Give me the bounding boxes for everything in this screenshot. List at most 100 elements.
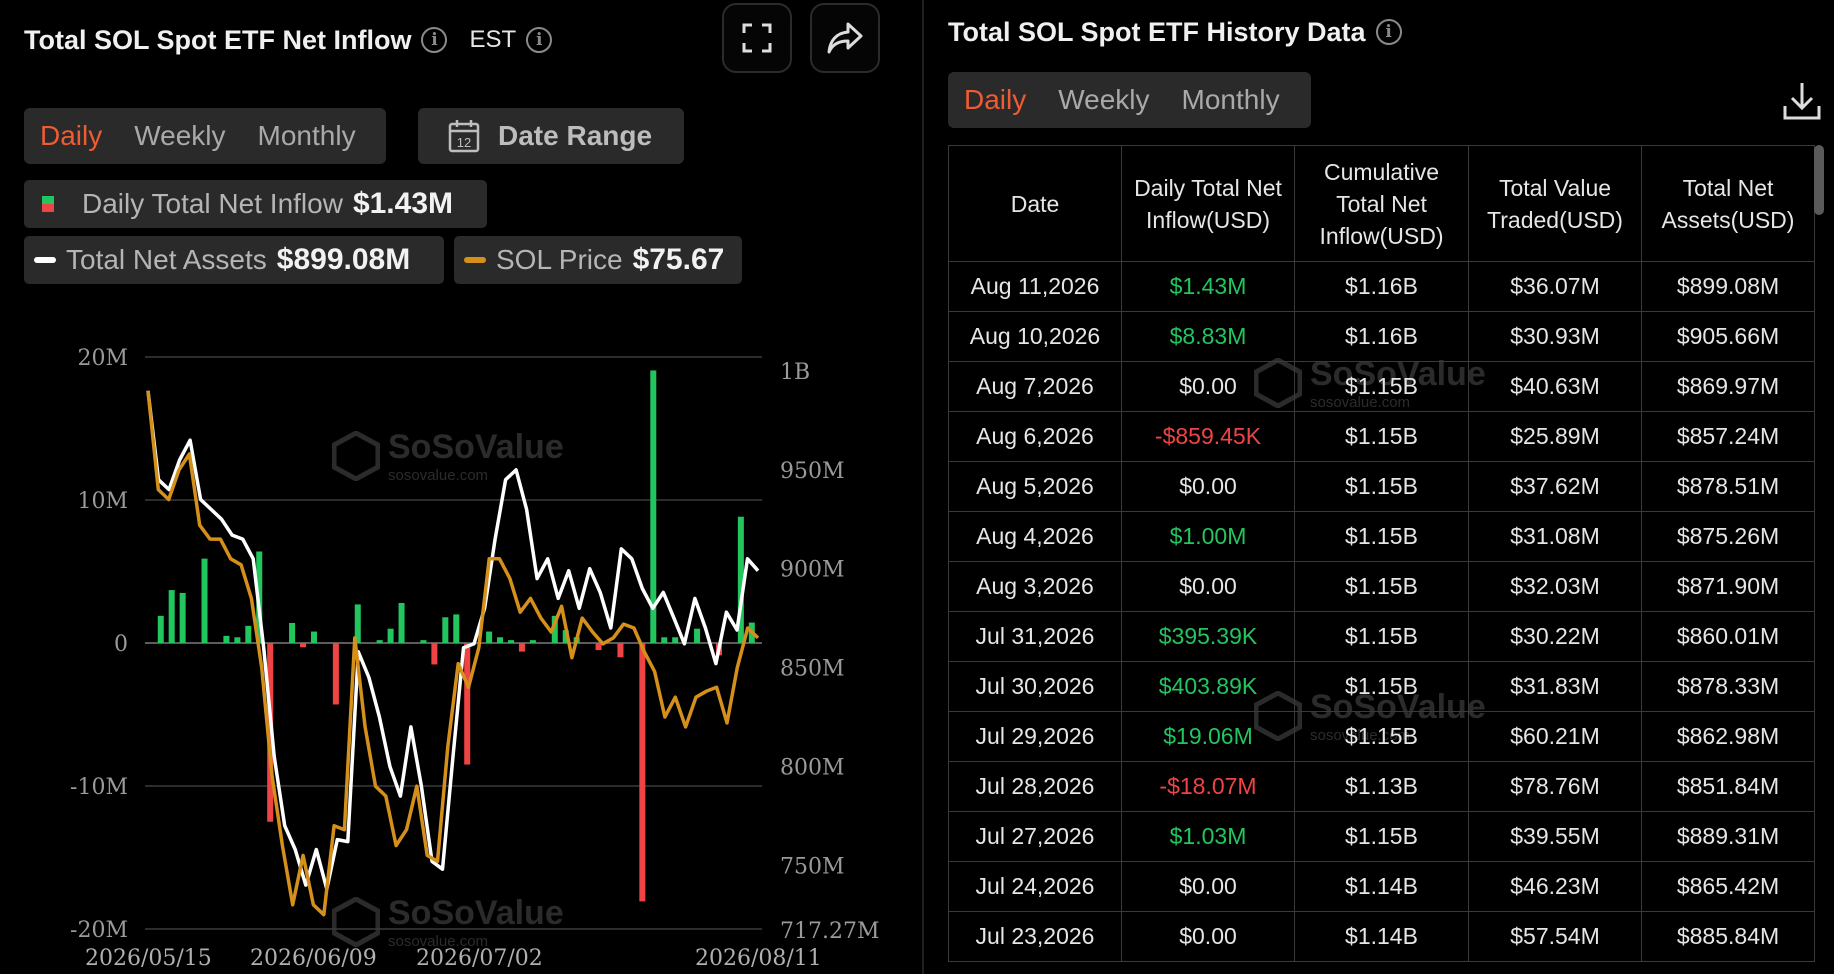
inflow-bar	[420, 640, 427, 643]
cell-daily-inflow: -$18.07M	[1121, 761, 1295, 812]
table-row[interactable]: Aug 3,2026 $0.00 $1.15B $32.03M $871.90M	[948, 561, 1815, 612]
cell-date: Aug 3,2026	[948, 561, 1122, 612]
history-title-row: Total SOL Spot ETF History Data i	[948, 10, 1402, 54]
share-button[interactable]	[810, 3, 880, 73]
inflow-bars	[157, 370, 755, 902]
cell-date: Jul 27,2026	[948, 811, 1122, 862]
inflow-bar	[672, 637, 679, 643]
legend-sol-price[interactable]: SOL Price $75.67	[454, 236, 742, 284]
cell-date: Jul 24,2026	[948, 861, 1122, 912]
cell-daily-inflow: $0.00	[1121, 561, 1295, 612]
legend-inflow-value: $1.43M	[352, 187, 454, 220]
cell-date: Aug 7,2026	[948, 361, 1122, 412]
cell-date: Aug 6,2026	[948, 411, 1122, 462]
cell-date: Jul 28,2026	[948, 761, 1122, 812]
tab-weekly[interactable]: Weekly	[134, 120, 226, 151]
cell-value-traded: $30.93M	[1468, 311, 1642, 362]
table-row[interactable]: Jul 24,2026 $0.00 $1.14B $46.23M $865.42M	[948, 861, 1815, 912]
inflow-bar	[442, 617, 449, 643]
cell-net-assets: $869.97M	[1641, 361, 1815, 412]
table-header-row: Date Daily Total Net Inflow(USD) Cumulat…	[948, 145, 1815, 262]
inflow-bar	[694, 628, 701, 643]
cell-cumulative-inflow: $1.14B	[1294, 861, 1469, 912]
cell-net-assets: $860.01M	[1641, 611, 1815, 662]
tab-daily[interactable]: Daily	[40, 120, 103, 151]
cell-value-traded: $31.83M	[1468, 661, 1642, 712]
cell-date: Jul 30,2026	[948, 661, 1122, 712]
price-legend-swatch	[464, 257, 486, 263]
net-inflow-chart[interactable]: 20M 10M 0 -10M -20M 1B 950M 900M 850M 800M 750M 717…	[0, 330, 922, 974]
table-row[interactable]: Jul 23,2026 $0.00 $1.14B $57.54M $885.84M	[948, 911, 1815, 962]
inflow-bar	[453, 614, 460, 643]
table-row[interactable]: Jul 31,2026 $395.39K $1.15B $30.22M $860.01M	[948, 611, 1815, 662]
fullscreen-icon	[742, 23, 772, 53]
cell-cumulative-inflow: $1.15B	[1294, 611, 1469, 662]
inflow-bar	[332, 643, 339, 705]
x-axis-tick-label: 2026/05/15	[85, 946, 212, 971]
table-row[interactable]: Aug 7,2026 $0.00 $1.15B $40.63M $869.97M	[948, 361, 1815, 412]
left-axis-tick-label: -10M	[70, 775, 128, 800]
table-scrollbar[interactable]	[1814, 145, 1824, 215]
inflow-bar	[464, 643, 471, 765]
right-axis-tick-label: 800M	[780, 755, 845, 780]
right-axis-tick-label: 900M	[780, 558, 845, 583]
cell-cumulative-inflow: $1.13B	[1294, 761, 1469, 812]
tab-daily[interactable]: Daily	[964, 84, 1027, 115]
cell-net-assets: $871.90M	[1641, 561, 1815, 612]
col-cumulative-inflow[interactable]: Cumulative Total Net Inflow(USD)	[1294, 145, 1469, 262]
download-button[interactable]	[1782, 80, 1822, 122]
tab-monthly[interactable]: Monthly	[1181, 84, 1280, 115]
panel-divider	[922, 0, 924, 974]
cell-net-assets: $885.84M	[1641, 911, 1815, 962]
table-row[interactable]: Aug 4,2026 $1.00M $1.15B $31.08M $875.26M	[948, 511, 1815, 562]
legend-net-assets[interactable]: Total Net Assets $899.08M	[24, 236, 444, 284]
cell-date: Aug 5,2026	[948, 461, 1122, 512]
inflow-legend-swatch	[42, 196, 54, 212]
sosovalue-logo-icon	[332, 897, 380, 947]
sosovalue-logo-icon	[332, 431, 380, 481]
col-daily-inflow[interactable]: Daily Total Net Inflow(USD)	[1121, 145, 1295, 262]
assets-legend-swatch	[34, 257, 56, 263]
col-net-assets[interactable]: Total Net Assets(USD)	[1641, 145, 1815, 262]
inflow-bar	[518, 643, 525, 652]
col-date[interactable]: Date	[948, 145, 1122, 262]
table-row[interactable]: Jul 29,2026 $19.06M $1.15B $60.21M $862.98M	[948, 711, 1815, 762]
cell-cumulative-inflow: $1.14B	[1294, 911, 1469, 962]
table-row[interactable]: Aug 11,2026 $1.43M $1.16B $36.07M $899.08M	[948, 261, 1815, 312]
cell-value-traded: $37.62M	[1468, 461, 1642, 512]
info-icon[interactable]: i	[421, 27, 448, 53]
inflow-bar	[300, 643, 307, 648]
left-axis-tick-label: 0	[114, 632, 128, 657]
inflow-bar	[310, 631, 317, 643]
legend-inflow[interactable]: Daily Total Net Inflow $1.43M	[24, 180, 487, 228]
cell-date: Jul 31,2026	[948, 611, 1122, 662]
table-row[interactable]: Aug 10,2026 $8.83M $1.16B $30.93M $905.66M	[948, 311, 1815, 362]
cell-cumulative-inflow: $1.15B	[1294, 811, 1469, 862]
table-row[interactable]: Aug 5,2026 $0.00 $1.15B $37.62M $878.51M	[948, 461, 1815, 512]
download-icon	[1783, 83, 1821, 120]
table-row[interactable]: Jul 27,2026 $1.03M $1.15B $39.55M $889.31M	[948, 811, 1815, 862]
cell-daily-inflow: $0.00	[1121, 911, 1295, 962]
x-axis-tick-label: 2026/07/02	[416, 946, 543, 971]
col-value-traded[interactable]: Total Value Traded(USD)	[1468, 145, 1642, 262]
table-row[interactable]: Aug 6,2026 -$859.45K $1.15B $25.89M $857.24M	[948, 411, 1815, 462]
cell-daily-inflow: $395.39K	[1121, 611, 1295, 662]
cell-net-assets: $889.31M	[1641, 811, 1815, 862]
legend-inflow-label: Daily Total Net Inflow	[82, 188, 343, 219]
info-icon[interactable]: i	[1375, 19, 1402, 45]
legend-price-label: SOL Price	[496, 244, 623, 275]
timezone-info-icon[interactable]: i	[526, 27, 553, 53]
calendar-day: 12	[457, 135, 471, 150]
table-row[interactable]: Jul 30,2026 $403.89K $1.15B $31.83M $878.33M	[948, 661, 1815, 712]
tab-weekly[interactable]: Weekly	[1058, 84, 1150, 115]
inflow-bar	[289, 622, 296, 643]
inflow-bar	[595, 643, 602, 651]
cell-net-assets: $878.51M	[1641, 461, 1815, 512]
fullscreen-button[interactable]	[722, 3, 792, 73]
inflow-bar	[650, 370, 657, 643]
table-row[interactable]: Jul 28,2026 -$18.07M $1.13B $78.76M $851.84M	[948, 761, 1815, 812]
cell-cumulative-inflow: $1.16B	[1294, 311, 1469, 362]
tab-monthly[interactable]: Monthly	[257, 120, 356, 151]
legend-price-value: $75.67	[632, 243, 725, 276]
date-range-button[interactable]: 12 Date Range	[418, 108, 684, 164]
